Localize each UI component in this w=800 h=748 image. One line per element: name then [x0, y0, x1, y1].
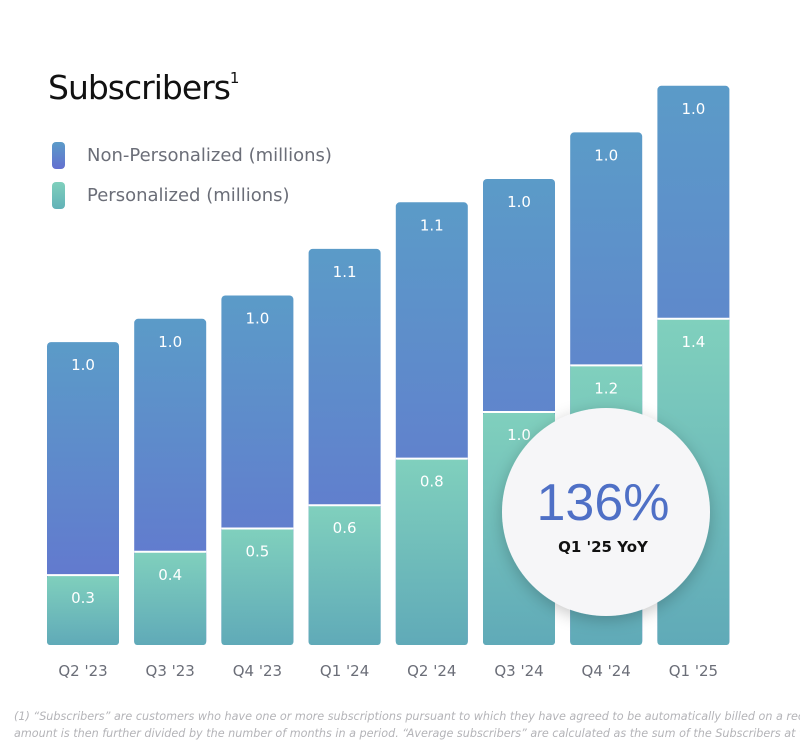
data-label-non-personalized: 1.1: [333, 263, 357, 281]
x-tick-label: Q4 '23: [233, 662, 282, 680]
bar-group: 1.1 0.6 Q1 '24: [308, 248, 381, 680]
data-label-non-personalized: 1.0: [507, 193, 531, 211]
bar-group: 1.0 0.5 Q4 '23: [221, 295, 294, 680]
bar-group: 1.1 0.8 Q2 '24: [395, 202, 468, 680]
callout-circle: [502, 408, 710, 616]
data-label-non-personalized: 1.0: [594, 146, 618, 164]
bar-personalized: [134, 551, 207, 645]
x-tick-label: Q2 '24: [407, 662, 456, 680]
data-label-personalized: 0.6: [333, 519, 357, 537]
data-label-personalized: 1.2: [594, 379, 618, 397]
bar-group: 1.0 0.3 Q2 '23: [47, 342, 119, 680]
x-tick-label: Q1 '25: [669, 662, 718, 680]
x-tick-label: Q3 '23: [146, 662, 195, 680]
bar-non-personalized: [47, 342, 119, 645]
callout-label: Q1 '25 YoY: [558, 538, 649, 556]
x-tick-label: Q1 '24: [320, 662, 369, 680]
bar-personalized: [47, 575, 119, 645]
data-label-personalized: 1.0: [507, 426, 531, 444]
yoy-callout: 136% Q1 '25 YoY: [502, 408, 710, 616]
data-label-non-personalized: 1.0: [158, 333, 182, 351]
data-label-non-personalized: 1.0: [681, 100, 705, 118]
bar-personalized: [308, 505, 381, 645]
footnote-line-2: amount is then further divided by the nu…: [14, 727, 800, 740]
bar-personalized: [395, 458, 468, 645]
data-label-personalized: 0.4: [158, 566, 182, 584]
data-label-non-personalized: 1.0: [245, 310, 269, 328]
data-label-personalized: 1.4: [681, 333, 705, 351]
data-label-non-personalized: 1.0: [71, 356, 95, 374]
data-label-personalized: 0.5: [245, 543, 269, 561]
legend-item-non-personalized: Non-Personalized (millions): [52, 142, 332, 169]
bar-personalized: [221, 528, 294, 645]
legend-swatch-personalized: [52, 182, 65, 209]
x-tick-label: Q2 '23: [58, 662, 107, 680]
bar-group: 1.0 0.4 Q3 '23: [134, 318, 207, 680]
legend-swatch-non-personalized: [52, 142, 65, 169]
x-tick-label: Q3 '24: [494, 662, 543, 680]
legend-item-personalized: Personalized (millions): [52, 182, 290, 209]
data-label-non-personalized: 1.1: [420, 216, 444, 234]
data-label-personalized: 0.3: [71, 589, 95, 607]
footnote-marker: 1: [229, 69, 239, 87]
footnote-line-1: (1) “Subscribers” are customers who have…: [14, 710, 800, 723]
data-label-personalized: 0.8: [420, 473, 444, 491]
callout-value: 136%: [537, 474, 670, 532]
legend-label: Personalized (millions): [87, 185, 290, 206]
x-tick-label: Q4 '24: [582, 662, 631, 680]
chart-title: Subscribers1: [48, 68, 239, 107]
legend-label: Non-Personalized (millions): [87, 145, 332, 166]
